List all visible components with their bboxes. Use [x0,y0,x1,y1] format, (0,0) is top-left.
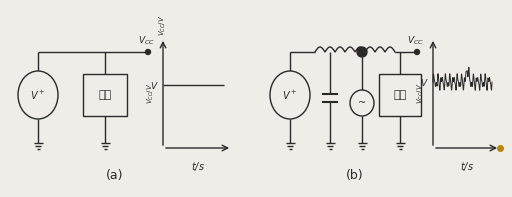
Circle shape [415,49,419,55]
Text: $V_{CC}/V$: $V_{CC}/V$ [416,82,426,104]
Text: $V_{CC}$: $V_{CC}$ [407,34,423,47]
Text: 负荷: 负荷 [98,90,112,100]
Text: (a): (a) [106,168,124,181]
Text: (b): (b) [346,168,364,181]
Text: $V^+$: $V^+$ [30,88,46,101]
Bar [83,74,127,116]
Text: ~: ~ [358,98,366,108]
Text: $V$: $V$ [151,80,159,90]
Bar [379,74,421,116]
Text: $V_{CC}/V$: $V_{CC}/V$ [158,15,168,36]
Text: $t$/s: $t$/s [459,160,474,173]
Ellipse shape [18,71,58,119]
Circle shape [145,49,151,55]
Circle shape [357,47,367,57]
Text: $V$: $V$ [420,76,429,87]
Text: $t$/s: $t$/s [190,160,204,173]
Text: $V^+$: $V^+$ [282,88,298,101]
Ellipse shape [350,90,374,116]
Ellipse shape [270,71,310,119]
Text: 负荷: 负荷 [393,90,407,100]
Text: $V_{CC}/V$: $V_{CC}/V$ [146,82,156,104]
Text: $V_{CC}$: $V_{CC}$ [138,34,155,47]
